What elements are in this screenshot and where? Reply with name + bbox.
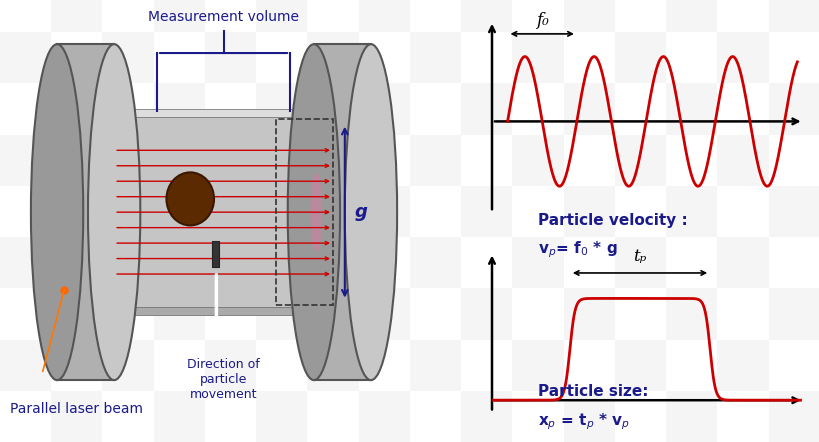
- Bar: [512, 134, 563, 186]
- Bar: [460, 186, 512, 237]
- Bar: [154, 391, 205, 442]
- Bar: [768, 0, 819, 32]
- Text: v$_p$= f$_0$ * g: v$_p$= f$_0$ * g: [537, 240, 617, 260]
- Bar: [307, 237, 359, 288]
- Bar: [307, 339, 359, 391]
- Bar: [512, 339, 563, 391]
- Bar: [665, 288, 717, 339]
- Bar: [102, 32, 154, 83]
- Bar: [410, 339, 460, 391]
- Bar: [57, 44, 114, 380]
- Bar: [665, 391, 717, 442]
- Bar: [51, 288, 102, 339]
- Bar: [614, 339, 665, 391]
- Text: g: g: [354, 203, 367, 221]
- Bar: [768, 186, 819, 237]
- Bar: [563, 391, 614, 442]
- Text: Particle velocity :: Particle velocity :: [537, 213, 686, 229]
- Bar: [768, 391, 819, 442]
- Bar: [717, 134, 768, 186]
- Bar: [307, 32, 359, 83]
- Bar: [154, 0, 205, 32]
- Bar: [102, 339, 154, 391]
- Ellipse shape: [166, 172, 214, 225]
- Bar: [275, 119, 333, 305]
- Bar: [614, 32, 665, 83]
- Bar: [102, 237, 154, 288]
- Bar: [717, 339, 768, 391]
- Bar: [205, 237, 256, 288]
- Bar: [205, 134, 256, 186]
- Text: x$_p$ = t$_p$ * v$_p$: x$_p$ = t$_p$ * v$_p$: [537, 412, 629, 432]
- Bar: [563, 186, 614, 237]
- Text: tₚ: tₚ: [632, 248, 646, 265]
- Bar: [106, 307, 321, 315]
- Bar: [51, 0, 102, 32]
- Bar: [665, 0, 717, 32]
- Bar: [307, 134, 359, 186]
- Bar: [512, 32, 563, 83]
- Text: Measurement volume: Measurement volume: [148, 10, 299, 24]
- Bar: [0, 339, 51, 391]
- Bar: [0, 32, 51, 83]
- Bar: [256, 186, 307, 237]
- Bar: [106, 109, 321, 117]
- Bar: [460, 83, 512, 134]
- Bar: [359, 186, 410, 237]
- Bar: [410, 134, 460, 186]
- Ellipse shape: [344, 44, 396, 380]
- Bar: [717, 237, 768, 288]
- Bar: [665, 186, 717, 237]
- Bar: [0, 237, 51, 288]
- Bar: [256, 83, 307, 134]
- Text: Direction of
particle
movement: Direction of particle movement: [187, 358, 260, 401]
- Bar: [512, 237, 563, 288]
- Bar: [256, 391, 307, 442]
- Bar: [563, 83, 614, 134]
- Bar: [211, 241, 219, 267]
- Bar: [563, 0, 614, 32]
- Bar: [314, 44, 370, 380]
- Text: f₀: f₀: [535, 11, 548, 29]
- Bar: [410, 237, 460, 288]
- Bar: [106, 115, 321, 309]
- Bar: [154, 288, 205, 339]
- Bar: [102, 134, 154, 186]
- Bar: [359, 83, 410, 134]
- Bar: [460, 288, 512, 339]
- Bar: [51, 391, 102, 442]
- Ellipse shape: [31, 44, 84, 380]
- Ellipse shape: [88, 44, 140, 380]
- Bar: [256, 288, 307, 339]
- Bar: [614, 237, 665, 288]
- Text: Parallel laser beam: Parallel laser beam: [10, 402, 143, 416]
- Bar: [665, 83, 717, 134]
- Text: Particle size:: Particle size:: [537, 384, 647, 399]
- Bar: [614, 134, 665, 186]
- Bar: [0, 134, 51, 186]
- Bar: [154, 83, 205, 134]
- Bar: [460, 391, 512, 442]
- Ellipse shape: [287, 44, 340, 380]
- Bar: [205, 339, 256, 391]
- Bar: [51, 186, 102, 237]
- Bar: [51, 83, 102, 134]
- Bar: [410, 32, 460, 83]
- Bar: [359, 0, 410, 32]
- Bar: [563, 288, 614, 339]
- Bar: [460, 0, 512, 32]
- Bar: [768, 83, 819, 134]
- Bar: [359, 288, 410, 339]
- Bar: [359, 391, 410, 442]
- Bar: [154, 186, 205, 237]
- Bar: [768, 288, 819, 339]
- Ellipse shape: [310, 172, 322, 252]
- Bar: [717, 32, 768, 83]
- Bar: [205, 32, 256, 83]
- Bar: [256, 0, 307, 32]
